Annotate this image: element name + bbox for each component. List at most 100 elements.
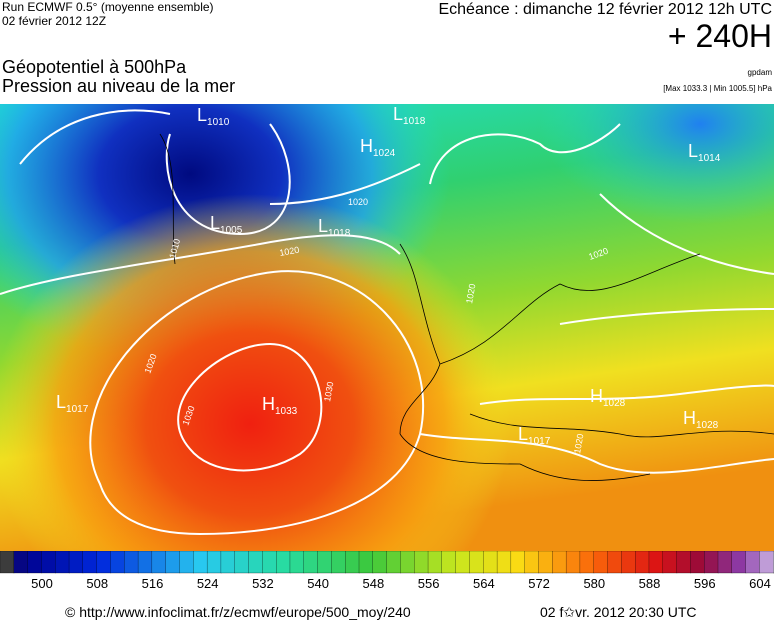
- title: Géopotentiel à 500hPa: [2, 57, 187, 77]
- color-swatch: [441, 551, 457, 574]
- colorbar-label: 540: [307, 576, 329, 591]
- color-swatch: [289, 551, 305, 574]
- isobar-label: 1020: [279, 245, 300, 258]
- color-swatch: [704, 551, 719, 574]
- colorbar-label: 556: [418, 576, 440, 591]
- isobars: [0, 109, 774, 536]
- subtitle: Pression au niveau de la mer: [2, 76, 236, 96]
- color-swatch: [469, 551, 484, 574]
- coastlines: [159, 133, 774, 481]
- center-value: 1017: [528, 436, 551, 447]
- run: Run ECMWF 0.5° (moyenne ensemble): [2, 0, 214, 14]
- center-letter: H: [590, 386, 603, 406]
- color-swatch: [179, 551, 194, 574]
- color-swatch: [565, 551, 581, 574]
- color-swatch: [538, 551, 553, 574]
- center-letter: H: [683, 408, 696, 428]
- center-letter: L: [393, 104, 403, 124]
- color-swatch: [41, 551, 56, 574]
- isobar-label: 1020: [572, 433, 585, 454]
- center-value: 1028: [696, 420, 719, 431]
- color-swatch: [427, 551, 443, 574]
- pressure-center: L1018: [318, 216, 351, 239]
- center-letter: L: [318, 216, 328, 236]
- color-swatch: [276, 551, 291, 574]
- pressure-center: H1033: [262, 394, 298, 417]
- color-swatch: [676, 551, 692, 574]
- color-swatch: [621, 551, 636, 574]
- pressure-center: L1014: [688, 141, 721, 164]
- center-letter: H: [360, 136, 373, 156]
- color-swatch: [759, 551, 774, 574]
- color-swatch: [234, 551, 250, 574]
- generated: 02 f✩vr. 2012 20:30 UTC: [540, 604, 697, 620]
- center-value: 1028: [603, 398, 626, 409]
- run-date: 02 février 2012 12Z: [2, 14, 107, 28]
- colorbar-label: 564: [473, 576, 495, 591]
- colorbar: 500 508 516 524 532 540 548 556 564 572 580 588 596 6…: [0, 551, 774, 591]
- ridge: [0, 194, 510, 551]
- pressure-center: H1024: [360, 136, 396, 159]
- extremes: [Max 1033.3 | Min 1005.5] hPa: [663, 84, 772, 93]
- center-value: 1017: [66, 404, 89, 415]
- colorbar-label: 524: [197, 576, 219, 591]
- color-swatch: [331, 551, 346, 574]
- pressure-center: L1017: [518, 424, 551, 447]
- color-swatch: [483, 551, 498, 574]
- colorbar-label: 532: [252, 576, 274, 591]
- center-value: 1018: [328, 228, 351, 239]
- center-letter: L: [210, 213, 220, 233]
- color-swatch: [524, 551, 540, 574]
- colorbar-label: 500: [31, 576, 53, 591]
- color-swatch: [731, 551, 747, 574]
- color-swatch: [510, 551, 526, 574]
- color-swatch: [745, 551, 761, 574]
- color-swatch: [400, 551, 415, 574]
- color-swatch: [317, 551, 333, 574]
- center-value: 1005: [220, 225, 243, 236]
- pressure-center: H1028: [590, 386, 626, 409]
- colorbar-label: 548: [363, 576, 385, 591]
- color-swatch: [82, 551, 98, 574]
- color-swatch: [386, 551, 402, 574]
- center-value: 1014: [698, 153, 721, 164]
- color-swatch: [635, 551, 650, 574]
- color-swatch: [345, 551, 360, 574]
- isobar-label: 1030: [322, 381, 335, 402]
- color-swatch: [193, 551, 208, 574]
- center-letter: L: [56, 392, 66, 412]
- center-value: 1018: [403, 116, 426, 127]
- center-value: 1033: [275, 406, 298, 417]
- colorbar-label: 580: [583, 576, 605, 591]
- colorbar-label: 588: [639, 576, 661, 591]
- color-swatch: [717, 551, 733, 574]
- color-swatch: [220, 551, 236, 574]
- color-swatch: [662, 551, 678, 574]
- color-swatch: [55, 551, 70, 574]
- center-letter: L: [688, 141, 698, 161]
- color-swatch: [96, 551, 112, 574]
- source: © http://www.infoclimat.fr/z/ecmwf/europ…: [65, 604, 411, 620]
- colorbar-label: 516: [142, 576, 164, 591]
- pressure-center: L1017: [56, 392, 89, 415]
- color-swatch: [358, 551, 374, 574]
- center-value: 1010: [207, 117, 230, 128]
- pressure-center: L1018: [393, 104, 426, 127]
- pressure-center: H1028: [683, 408, 719, 431]
- color-swatch: [496, 551, 512, 574]
- color-swatch: [262, 551, 277, 574]
- color-swatch: [414, 551, 429, 574]
- color-swatch: [206, 551, 222, 574]
- center-value: 1024: [373, 148, 396, 159]
- center-letter: H: [262, 394, 275, 414]
- isobar-label: 1020: [464, 283, 477, 304]
- color-swatch: [648, 551, 664, 574]
- lead-time: + 240H: [667, 18, 772, 54]
- color-swatch: [593, 551, 609, 574]
- color-swatch: [607, 551, 622, 574]
- colorbar-label: 596: [694, 576, 716, 591]
